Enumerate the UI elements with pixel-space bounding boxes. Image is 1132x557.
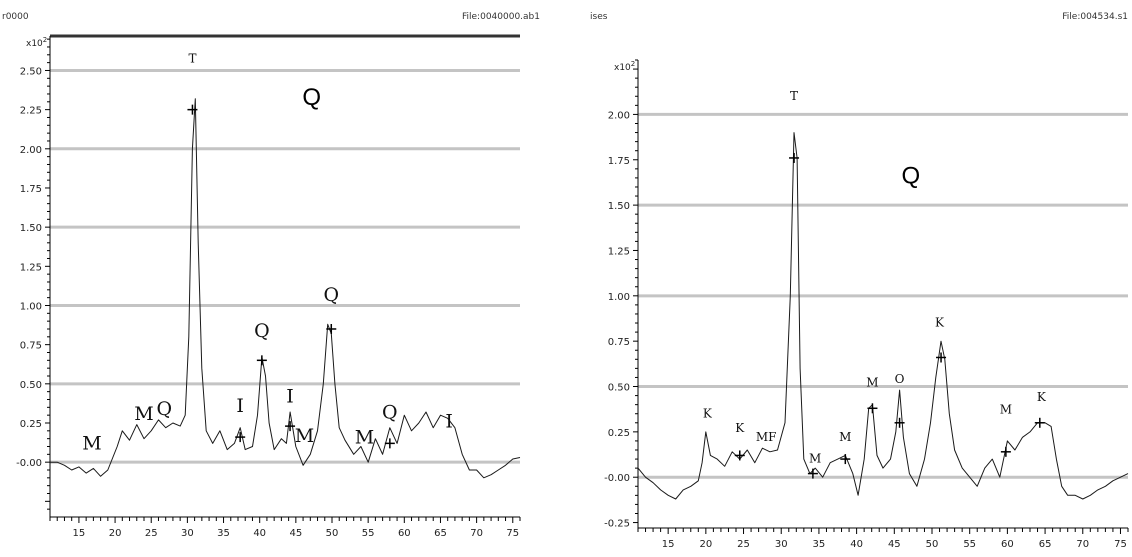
peak-annotation-label: M <box>1000 403 1012 417</box>
y-exponent-power: 2 <box>631 60 635 68</box>
peak-annotation-label: T <box>790 89 798 103</box>
chart-left: r0000 File:0040000.ab1 x102 -0.00 0.25 0.50 0.… <box>2 12 540 539</box>
y-tick-label: 2.00 <box>608 110 630 121</box>
x-tick-label: 45 <box>888 539 901 550</box>
x-tick-label: 65 <box>434 528 447 539</box>
big-q-label: Q <box>302 84 321 111</box>
chart-panel-left: r0000 File:0040000.ab1 x102 -0.00 0.25 0.50 0.… <box>0 0 548 557</box>
peak-annotation-label: I <box>236 395 244 417</box>
x-tick-label: 20 <box>109 528 122 539</box>
header-left-text: r0000 <box>2 12 29 22</box>
y-tick-label: 2.25 <box>20 106 42 117</box>
x-tick-label: 45 <box>289 528 302 539</box>
peak-annotation-label: T <box>188 52 196 66</box>
x-tick-label: 60 <box>398 528 411 539</box>
y-tick-label: 0.25 <box>20 419 42 430</box>
x-tick-label: 55 <box>362 528 375 539</box>
y-tick-label: 1.25 <box>608 246 630 257</box>
y-exponent-label: x102 <box>26 36 47 49</box>
x-tick-label: 50 <box>926 539 939 550</box>
peak-annotation-label: M <box>866 376 878 390</box>
peak-annotation-label: K <box>935 316 945 330</box>
x-tick-label: 75 <box>1114 539 1127 550</box>
y-tick-label: 0.50 <box>608 383 630 394</box>
y-tick-label: 0.25 <box>608 428 630 439</box>
y-tick-label: 0.50 <box>20 380 42 391</box>
peak-annotation-label: Q <box>156 398 172 420</box>
peak-annotation-label: M <box>295 425 314 447</box>
peak-annotation-label: M <box>134 403 153 425</box>
x-tick-label: 50 <box>326 528 339 539</box>
x-tick-label: 40 <box>253 528 266 539</box>
x-tick-label: 25 <box>145 528 158 539</box>
header-right-text: File:0040000.ab1 <box>462 12 540 22</box>
y-tick-label: -0.00 <box>16 458 42 469</box>
chart-right: ises File:004534.s1 x102 -0.25 -0.00 0.25 0.50… <box>590 12 1129 550</box>
peak-annotation-label: Q <box>382 401 398 423</box>
x-tick-label: 35 <box>813 539 826 550</box>
x-tick-label: 30 <box>775 539 788 550</box>
peak-annotation-label: K <box>1037 390 1047 404</box>
big-q-label: Q <box>902 162 921 189</box>
peak-annotation-label: K <box>735 421 745 435</box>
y-tick-label: 2.00 <box>20 145 42 156</box>
peak-annotation-label: K <box>703 406 713 420</box>
x-tick-label: 15 <box>73 528 86 539</box>
y-tick-label: 2.50 <box>20 66 42 77</box>
x-tick-label: 70 <box>1076 539 1089 550</box>
x-tick-label: 65 <box>1039 539 1052 550</box>
y-tick-label: 1.00 <box>20 301 42 312</box>
peak-annotation-label: I <box>445 411 453 433</box>
x-tick-label: 15 <box>662 539 675 550</box>
y-tick-label: 1.50 <box>608 201 630 212</box>
header-right-text: File:004534.s1 <box>1062 12 1128 22</box>
y-tick-label: 0.75 <box>20 341 42 352</box>
spectrum-trace-line <box>50 98 521 479</box>
chart-panel-right: ises File:004534.s1 x102 -0.25 -0.00 0.25 0.50… <box>588 0 1132 557</box>
peak-annotation-label: M <box>82 433 101 455</box>
header-left-text: ises <box>590 12 608 22</box>
x-tick-label: 70 <box>470 528 483 539</box>
y-tick-label: 1.00 <box>608 292 630 303</box>
y-tick-label: 1.75 <box>608 156 630 167</box>
peak-annotation-label: M <box>809 452 821 466</box>
x-tick-label: 75 <box>506 528 519 539</box>
y-exponent-power: 2 <box>43 36 47 44</box>
peak-annotation-label: MF <box>756 430 777 444</box>
y-tick-label: 1.75 <box>20 184 42 195</box>
x-tick-label: 30 <box>181 528 194 539</box>
y-tick-label: 1.25 <box>20 262 42 273</box>
y-tick-label: 1.50 <box>20 223 42 234</box>
peak-annotation-label: O <box>895 372 905 386</box>
peak-annotation-label: Q <box>254 320 270 342</box>
y-tick-label: 0.75 <box>608 337 630 348</box>
peak-annotation-label: I <box>286 386 294 408</box>
y-tick-label: -0.00 <box>604 473 630 484</box>
peak-annotation-label: M <box>355 426 374 448</box>
y-tick-label: -0.25 <box>604 519 630 530</box>
y-exponent-label: x102 <box>614 60 635 73</box>
x-tick-label: 40 <box>850 539 863 550</box>
x-tick-label: 35 <box>217 528 230 539</box>
x-tick-label: 25 <box>737 539 750 550</box>
spectrum-trace-line <box>637 132 1129 500</box>
x-tick-label: 20 <box>699 539 712 550</box>
peak-annotation-label: M <box>839 430 851 444</box>
x-tick-label: 55 <box>963 539 976 550</box>
peak-annotation-label: Q <box>323 284 339 306</box>
x-tick-label: 60 <box>1001 539 1014 550</box>
